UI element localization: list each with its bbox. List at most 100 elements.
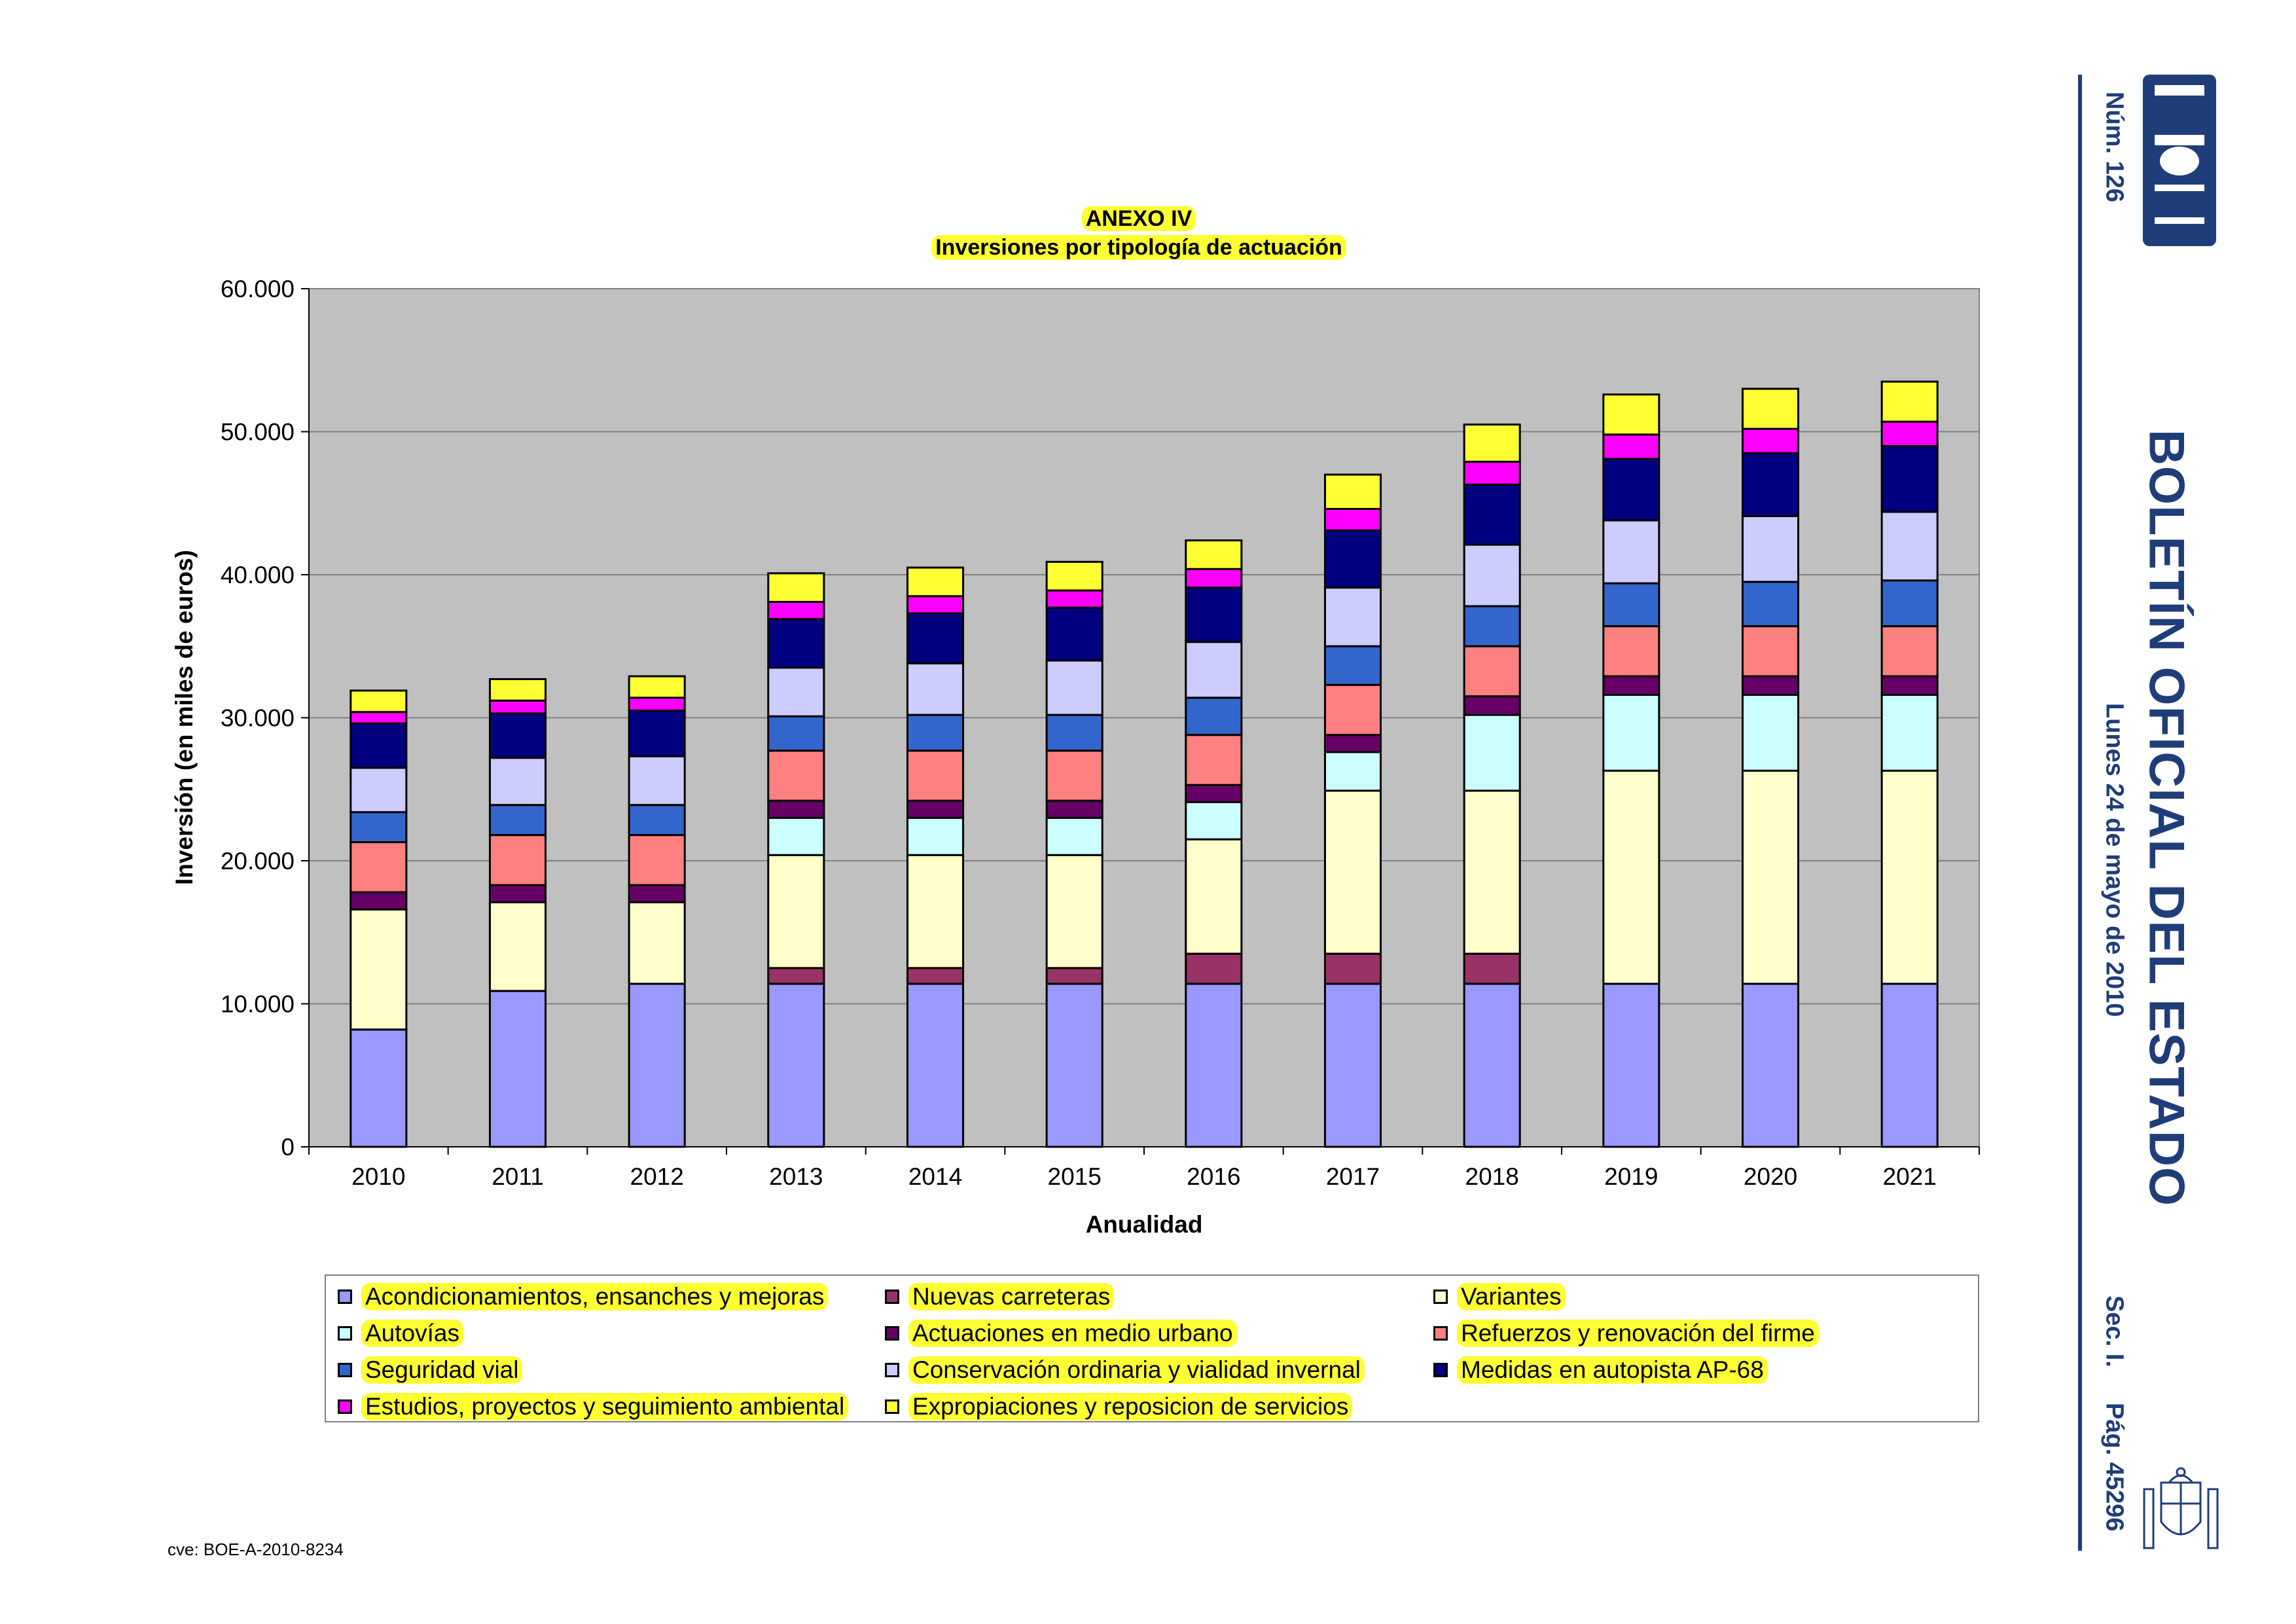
legend-label: Acondicionamientos, ensanches y mejoras xyxy=(361,1283,829,1310)
legend-swatch xyxy=(338,1290,352,1304)
bar-segment xyxy=(1602,769,1660,985)
bar-segment xyxy=(767,967,825,985)
legend-swatch xyxy=(338,1326,352,1341)
legend-label: Conservación ordinaria y vialidad invern… xyxy=(908,1356,1365,1384)
page-header-column: Núm. 126 Lunes 24 de mayo de 2010 Sec. I… xyxy=(2083,75,2145,1551)
bar-segment xyxy=(906,799,965,819)
bar-segment xyxy=(1185,539,1243,570)
x-tick-label: 2019 xyxy=(1604,1163,1658,1190)
y-tick-label: 0 xyxy=(281,1134,295,1161)
bar-segment xyxy=(1741,983,1800,1148)
bar-segment xyxy=(906,967,965,985)
bar-segment xyxy=(350,841,408,893)
legend-label: Actuaciones en medio urbano xyxy=(908,1320,1237,1347)
bar-segment xyxy=(1045,967,1103,985)
legend-label: Medidas en autopista AP-68 xyxy=(1457,1356,1768,1384)
legend-label: Variantes xyxy=(1457,1283,1566,1310)
bar-segment xyxy=(1323,645,1382,686)
legend-swatch xyxy=(338,1399,352,1414)
bar-segment xyxy=(1045,983,1103,1148)
bar-segment xyxy=(488,757,547,806)
bar-segment xyxy=(1185,696,1243,736)
x-tick-label: 2018 xyxy=(1465,1163,1519,1190)
bar-segment xyxy=(1602,433,1660,460)
bar-segment xyxy=(906,854,965,969)
bar-segment xyxy=(1045,606,1103,662)
bar-segment xyxy=(488,901,547,992)
page-number: Pág. 45296 xyxy=(2100,1403,2128,1532)
bar-segment xyxy=(1463,543,1521,607)
chart-subtitle: Inversiones por tipología de actuación xyxy=(931,235,1346,260)
bar-segment xyxy=(767,715,825,752)
bar-segment xyxy=(1463,713,1521,792)
bar-segment xyxy=(1741,625,1800,677)
bar-segment xyxy=(767,618,825,669)
bar-segment xyxy=(906,749,965,802)
bar-segment xyxy=(767,799,825,819)
bar-segment xyxy=(350,891,408,911)
legend-item: Refuerzos y renovación del firme xyxy=(1433,1316,1819,1350)
bar-segment xyxy=(1880,983,1939,1148)
bar-segment xyxy=(1323,751,1382,792)
bar-segment xyxy=(1045,749,1103,802)
bar-segment xyxy=(1323,789,1382,955)
bar-segment xyxy=(1602,458,1660,522)
bar-segment xyxy=(1463,645,1521,698)
bar-segment xyxy=(1741,452,1800,517)
bar-segment xyxy=(1741,581,1800,628)
legend-swatch xyxy=(885,1363,899,1377)
header-rule xyxy=(2078,75,2082,1551)
bar-segment xyxy=(1602,625,1660,677)
bar-segment xyxy=(1185,983,1243,1148)
y-tick-label: 40.000 xyxy=(221,562,295,588)
bar-segment xyxy=(628,834,686,886)
legend-item: Autovías xyxy=(338,1316,463,1350)
bar-segment xyxy=(628,804,686,837)
legend-item: Acondicionamientos, ensanches y mejoras xyxy=(338,1280,829,1314)
bar-segment xyxy=(1741,694,1800,772)
bar-segment xyxy=(488,804,547,837)
legend-label: Refuerzos y renovación del firme xyxy=(1457,1320,1819,1347)
boe-logo-icon: BOE xyxy=(2143,75,2216,246)
bar-segment xyxy=(1045,816,1103,856)
legend-swatch xyxy=(338,1363,352,1377)
y-tick-label: 20.000 xyxy=(221,848,295,875)
bar-segment xyxy=(350,711,408,725)
bar-segment xyxy=(1323,473,1382,510)
bar-segment xyxy=(767,749,825,802)
legend-swatch xyxy=(1433,1290,1448,1304)
bar-segment xyxy=(1323,586,1382,647)
bar-segment xyxy=(628,884,686,903)
bar-segment xyxy=(1463,695,1521,716)
bar-segment xyxy=(906,816,965,856)
bar-segment xyxy=(1741,769,1800,985)
x-tick-label: 2021 xyxy=(1883,1163,1937,1190)
y-tick-label: 50.000 xyxy=(221,419,295,446)
bar-segment xyxy=(1045,589,1103,609)
bar-segment xyxy=(1185,952,1243,985)
legend-swatch xyxy=(1433,1363,1448,1377)
x-axis-label: Anualidad xyxy=(1086,1211,1203,1238)
bar-segment xyxy=(628,696,686,712)
bar-segment xyxy=(350,689,408,713)
bar-segment xyxy=(1880,380,1939,423)
bar-segment xyxy=(1741,675,1800,696)
bar-segment xyxy=(1880,769,1939,985)
bar-segment xyxy=(1185,734,1243,786)
gridlines xyxy=(309,431,1979,1005)
bar-segment xyxy=(1463,460,1521,486)
bar-segment xyxy=(350,811,408,844)
coat-of-arms-icon xyxy=(2143,1467,2219,1549)
bar-segment xyxy=(767,601,825,621)
x-tick-label: 2020 xyxy=(1744,1163,1797,1190)
bar-segment xyxy=(1602,983,1660,1148)
bar-segment xyxy=(1045,659,1103,716)
bars xyxy=(350,380,1939,1148)
bar-segment xyxy=(1880,579,1939,628)
section-label: Sec. I. xyxy=(2100,1295,2128,1367)
bar-segment xyxy=(1045,799,1103,819)
bar-segment xyxy=(1602,393,1660,436)
bar-segment xyxy=(767,666,825,717)
legend-item: Variantes xyxy=(1433,1280,1566,1314)
bar-segment xyxy=(1463,605,1521,647)
